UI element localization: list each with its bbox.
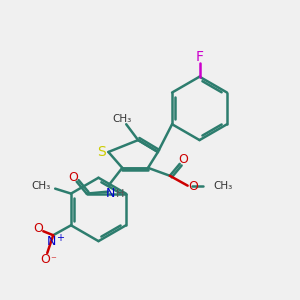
- Text: N: N: [46, 235, 56, 248]
- Text: O: O: [68, 171, 78, 184]
- Text: H: H: [116, 189, 124, 199]
- Text: N: N: [106, 187, 115, 200]
- Text: O: O: [40, 254, 50, 266]
- Text: CH₃: CH₃: [112, 114, 132, 124]
- Text: S: S: [97, 145, 106, 159]
- Text: O: O: [189, 180, 199, 193]
- Text: CH₃: CH₃: [213, 181, 233, 191]
- Text: CH₃: CH₃: [31, 181, 50, 191]
- Text: F: F: [196, 50, 203, 64]
- Text: O: O: [33, 222, 43, 235]
- Text: O: O: [178, 153, 188, 167]
- Text: +: +: [56, 233, 64, 243]
- Text: ⁻: ⁻: [50, 255, 56, 265]
